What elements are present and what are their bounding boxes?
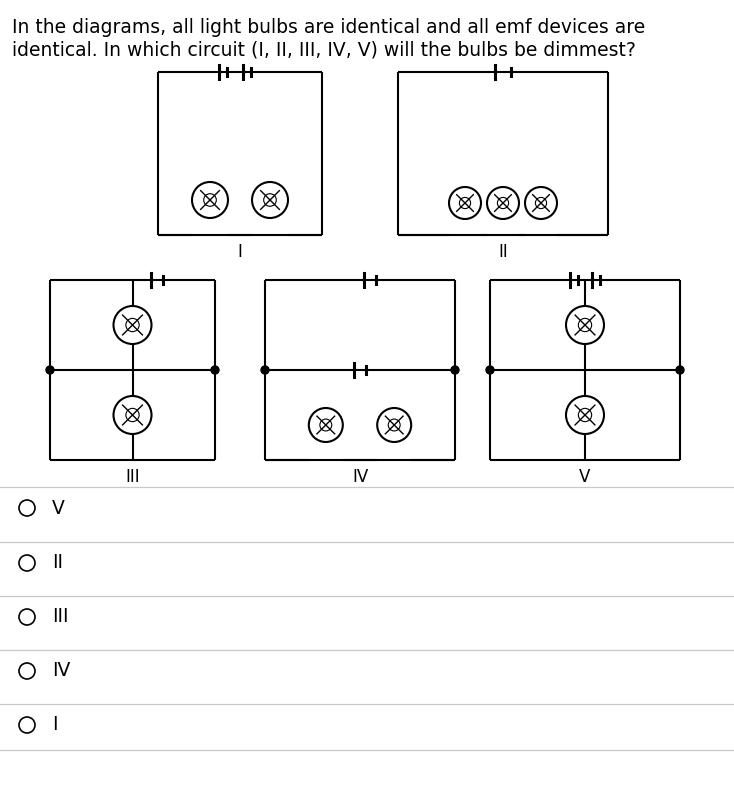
Circle shape (114, 306, 151, 344)
Circle shape (566, 306, 604, 344)
Text: I: I (52, 715, 57, 734)
Circle shape (46, 366, 54, 374)
Circle shape (211, 366, 219, 374)
Text: III: III (52, 607, 68, 626)
Circle shape (449, 187, 481, 219)
Text: I: I (238, 243, 242, 261)
Text: III: III (126, 468, 139, 486)
Circle shape (192, 182, 228, 218)
Text: V: V (52, 498, 65, 518)
Circle shape (451, 366, 459, 374)
Text: In the diagrams, all light bulbs are identical and all emf devices are: In the diagrams, all light bulbs are ide… (12, 18, 645, 37)
Text: II: II (498, 243, 508, 261)
Circle shape (309, 408, 343, 442)
Text: IV: IV (52, 662, 70, 681)
Text: V: V (579, 468, 591, 486)
Text: II: II (52, 554, 63, 573)
Circle shape (114, 396, 151, 434)
Circle shape (525, 187, 557, 219)
Circle shape (566, 396, 604, 434)
Circle shape (377, 408, 411, 442)
Circle shape (486, 366, 494, 374)
Circle shape (487, 187, 519, 219)
Circle shape (252, 182, 288, 218)
Text: IV: IV (352, 468, 368, 486)
Circle shape (261, 366, 269, 374)
Circle shape (676, 366, 684, 374)
Text: identical. In which circuit (I, II, III, IV, V) will the bulbs be dimmest?: identical. In which circuit (I, II, III,… (12, 40, 636, 59)
